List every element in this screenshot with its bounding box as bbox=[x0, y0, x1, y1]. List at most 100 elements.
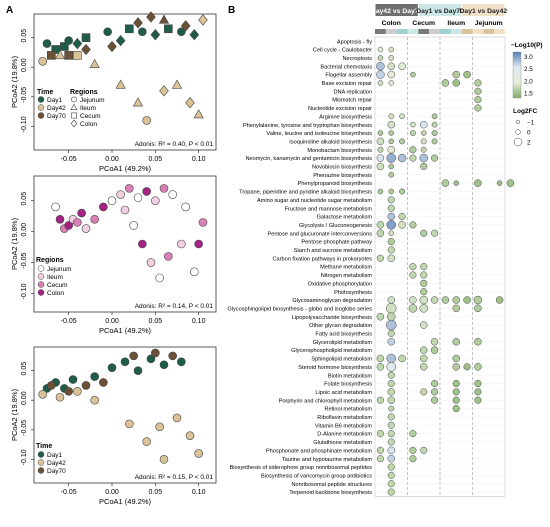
pathway-bubble bbox=[474, 379, 482, 388]
pathway-bubble bbox=[376, 229, 385, 237]
sample-point bbox=[38, 390, 47, 399]
colorbar-tick-label: 2.5 bbox=[524, 66, 533, 73]
pathway-bubble bbox=[388, 55, 395, 61]
column-strip bbox=[375, 29, 386, 34]
sample-point bbox=[193, 109, 204, 119]
y-tick-label: 0.05 bbox=[21, 192, 28, 206]
pathway-bubble bbox=[409, 154, 417, 162]
sample-point bbox=[159, 184, 169, 193]
sample-point bbox=[125, 419, 134, 429]
sample-point bbox=[133, 366, 143, 375]
pathway-label: Neomycin, kanamycin and gentamicin biosy… bbox=[245, 156, 372, 162]
sample-point bbox=[90, 214, 99, 224]
pathway-bubble bbox=[376, 430, 384, 438]
comparison-header bbox=[462, 4, 505, 16]
pathway-bubble bbox=[452, 304, 460, 313]
pathway-bubble bbox=[388, 171, 395, 178]
pathway-label: Novobiocin biosynthesis bbox=[312, 165, 372, 171]
pathway-bubble bbox=[387, 238, 395, 246]
sample-point bbox=[132, 97, 144, 107]
pathway-bubble bbox=[377, 46, 384, 53]
pathway-bubble bbox=[409, 263, 417, 271]
pathway-bubble bbox=[409, 296, 417, 304]
column-strip bbox=[429, 29, 440, 34]
pathway-label: Glycosphingolipid biosynthesis - globo a… bbox=[227, 306, 372, 312]
comparison-header-label: Day1 vs Day70 bbox=[416, 8, 464, 15]
legend-label: Jejunum bbox=[47, 266, 72, 273]
plot-frame bbox=[33, 346, 217, 484]
sample-point bbox=[185, 431, 195, 440]
y-tick-label: -0.05 bbox=[21, 252, 28, 268]
x-tick-label: 0.00 bbox=[105, 156, 119, 163]
pathway-bubble bbox=[388, 138, 394, 145]
plot-frame bbox=[33, 175, 217, 313]
pathway-label: DNA replication bbox=[333, 89, 372, 95]
y-tick-label: -0.10 bbox=[21, 449, 28, 465]
pathway-bubble bbox=[474, 179, 482, 187]
legend-swatch bbox=[37, 289, 45, 296]
pcoa-panel-time-region: -0.05 0.00 0.05 0.10-0.10-0.050.000.05PCoA1… bbox=[10, 11, 217, 173]
sample-point bbox=[159, 455, 169, 464]
pathway-label: Vitamin B6 metabolism bbox=[315, 423, 372, 429]
pathway-bubble bbox=[387, 379, 395, 388]
pathway-bubble bbox=[452, 405, 460, 413]
colorbar bbox=[512, 51, 522, 99]
sample-point bbox=[177, 239, 186, 249]
legend-label: Colon bbox=[47, 290, 64, 297]
pathway-bubble bbox=[388, 130, 394, 136]
comparison-header bbox=[375, 4, 418, 16]
sample-point bbox=[72, 37, 83, 50]
pathway-label: Glycerophospholipid metabolism bbox=[291, 348, 372, 354]
legend-swatch bbox=[37, 451, 45, 458]
pathway-bubble bbox=[388, 405, 395, 412]
sample-point bbox=[159, 85, 169, 97]
pathway-bubble bbox=[376, 70, 385, 79]
pathway-bubble bbox=[452, 79, 460, 87]
x-tick-label: 0.05 bbox=[149, 156, 163, 163]
pathway-bubble bbox=[386, 353, 396, 364]
pathway-bubble bbox=[474, 388, 482, 396]
pathway-bubble bbox=[387, 212, 395, 221]
y-tick-label: 0.00 bbox=[21, 223, 28, 237]
pathway-bubble bbox=[431, 388, 439, 396]
pathway-bubble bbox=[387, 421, 395, 429]
pathway-bubble bbox=[388, 163, 394, 170]
pathway-label: Biosynthesis of vancomycin group antibio… bbox=[261, 473, 372, 479]
column-strip bbox=[472, 29, 484, 34]
pathway-bubble bbox=[441, 79, 450, 87]
sample-point bbox=[190, 267, 199, 277]
sample-point bbox=[107, 363, 117, 372]
legend-time-label: Day42 bbox=[47, 105, 66, 112]
sample-point bbox=[129, 351, 138, 361]
pathway-bubble bbox=[377, 55, 384, 61]
sample-point bbox=[81, 224, 91, 233]
pathway-bubble bbox=[431, 396, 439, 404]
pathway-bubble bbox=[376, 61, 385, 71]
pathway-bubble bbox=[376, 162, 385, 171]
sample-point bbox=[194, 239, 203, 249]
pathway-label: Apoptosis - fly bbox=[337, 39, 372, 45]
legend-region-swatch bbox=[71, 112, 77, 119]
pathway-label: Lipopolysaccharide biosynthesis bbox=[292, 315, 372, 321]
sample-point bbox=[47, 381, 56, 390]
legend-swatch bbox=[37, 265, 45, 272]
sample-point bbox=[42, 39, 52, 48]
panel-label-a: A bbox=[6, 5, 13, 16]
column-strip bbox=[440, 29, 451, 34]
pathway-bubble bbox=[409, 146, 417, 154]
pathway-bubble bbox=[387, 246, 395, 254]
comparison-header-label: Day42 vs Day70 bbox=[371, 8, 423, 15]
pathway-bubble bbox=[387, 430, 395, 438]
pathway-label: Lipoic acid metabolism bbox=[315, 390, 372, 396]
pathway-label: Carbon fixation pathways in prokaryotes bbox=[273, 256, 373, 262]
size-legend-label: −1 bbox=[527, 119, 535, 126]
pathway-label: Phenylpropanoid biosynthesis bbox=[298, 181, 373, 187]
pathway-bubble bbox=[388, 46, 394, 53]
sample-point bbox=[51, 202, 60, 212]
pathway-bubble bbox=[387, 196, 395, 204]
pathway-bubble bbox=[387, 70, 395, 79]
sample-point bbox=[138, 239, 147, 249]
pathway-label: Amino sugar and nucleotide sugar metabol… bbox=[257, 198, 372, 204]
y-axis-label: PCoA2 (19.8%) bbox=[10, 55, 19, 108]
